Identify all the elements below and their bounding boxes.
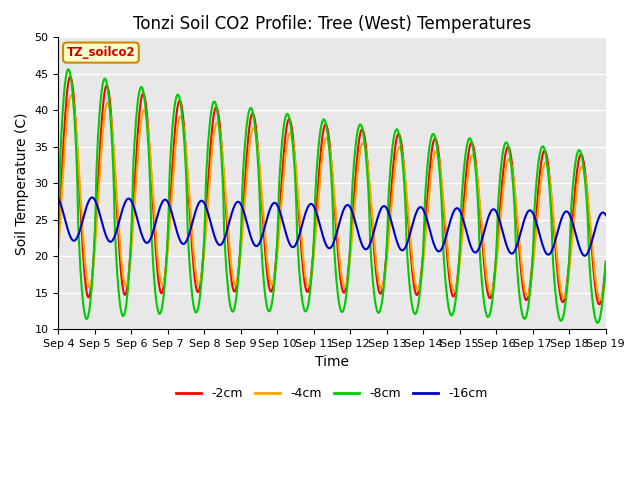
- -16cm: [431, 245, 439, 251]
- -4cm: [602, 270, 609, 276]
- -8cm: [324, 136, 332, 142]
- -16cm: [324, 245, 332, 251]
- -8cm: [54, 226, 62, 232]
- -4cm: [596, 297, 604, 303]
- -8cm: [602, 259, 609, 264]
- -16cm: [552, 234, 560, 240]
- -4cm: [378, 285, 385, 291]
- Line: -4cm: -4cm: [58, 95, 605, 300]
- X-axis label: Time: Time: [315, 355, 349, 369]
- Line: -8cm: -8cm: [58, 69, 605, 323]
- -4cm: [324, 138, 332, 144]
- -8cm: [431, 135, 439, 141]
- -4cm: [552, 247, 560, 252]
- -4cm: [431, 148, 439, 154]
- -8cm: [593, 320, 601, 326]
- -2cm: [378, 289, 385, 295]
- Line: -2cm: -2cm: [58, 77, 605, 304]
- -16cm: [602, 212, 609, 218]
- -4cm: [67, 92, 75, 98]
- -8cm: [199, 260, 207, 265]
- -8cm: [552, 298, 560, 303]
- -8cm: [65, 66, 72, 72]
- -16cm: [378, 205, 385, 211]
- -16cm: [199, 198, 207, 204]
- -2cm: [199, 258, 207, 264]
- -4cm: [54, 246, 62, 252]
- -2cm: [324, 130, 332, 136]
- Y-axis label: Soil Temperature (C): Soil Temperature (C): [15, 112, 29, 254]
- Line: -16cm: -16cm: [58, 197, 605, 256]
- -16cm: [175, 236, 183, 241]
- -2cm: [602, 262, 609, 267]
- -2cm: [175, 98, 183, 104]
- -2cm: [596, 301, 604, 307]
- -4cm: [199, 263, 207, 269]
- Text: TZ_soilco2: TZ_soilco2: [67, 46, 135, 59]
- -2cm: [431, 136, 439, 142]
- -16cm: [580, 253, 588, 259]
- -2cm: [552, 256, 560, 262]
- -16cm: [88, 194, 96, 200]
- -2cm: [54, 236, 62, 241]
- -8cm: [378, 302, 385, 308]
- Title: Tonzi Soil CO2 Profile: Tree (West) Temperatures: Tonzi Soil CO2 Profile: Tree (West) Temp…: [133, 15, 531, 33]
- -2cm: [66, 74, 74, 80]
- -8cm: [175, 94, 183, 100]
- -16cm: [54, 196, 62, 202]
- Legend: -2cm, -4cm, -8cm, -16cm: -2cm, -4cm, -8cm, -16cm: [172, 382, 493, 405]
- -4cm: [175, 116, 183, 121]
